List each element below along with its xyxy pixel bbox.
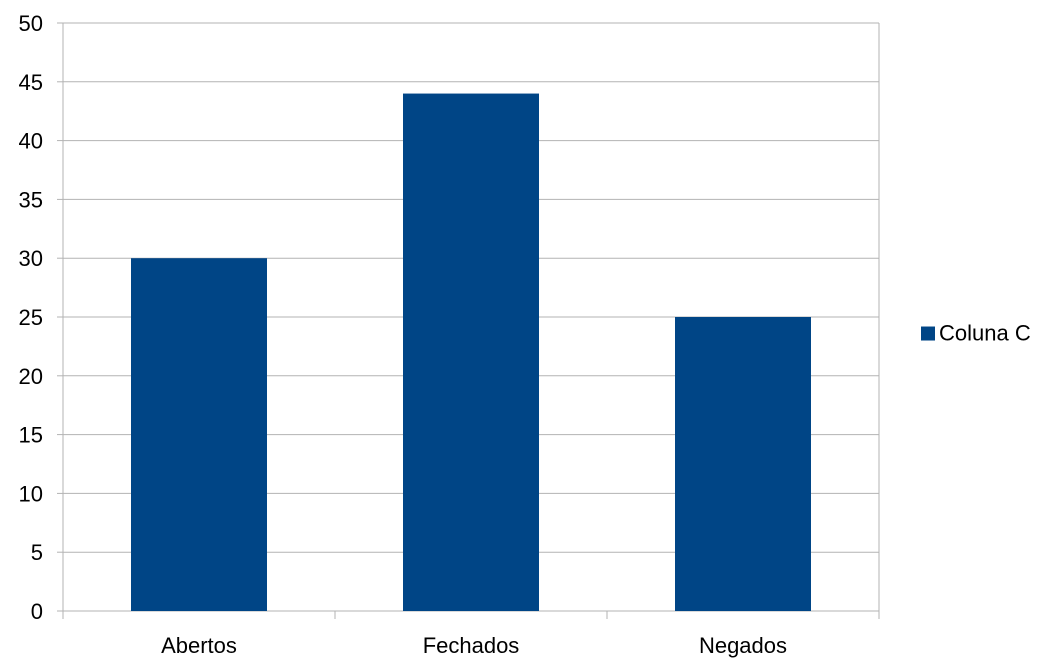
legend: Coluna C	[921, 321, 1031, 346]
y-tick-labels: 0 5 10 15 20 25 30 35 40 45 50	[19, 11, 43, 624]
x-tick-labels: Abertos Fechados Negados	[161, 633, 787, 658]
axes	[57, 22, 880, 619]
y-tick-label: 5	[31, 540, 43, 565]
x-tick-label: Negados	[699, 633, 787, 658]
y-tick-label: 45	[19, 70, 43, 95]
legend-swatch	[921, 326, 935, 341]
y-tick-label: 50	[19, 11, 43, 36]
y-tick-label: 25	[19, 305, 43, 330]
x-tick-label: Abertos	[161, 633, 237, 658]
bar-fechados	[403, 93, 539, 611]
legend-label: Coluna C	[939, 321, 1031, 346]
x-tick-label: Fechados	[423, 633, 520, 658]
y-tick-label: 40	[19, 129, 43, 154]
y-tick-label: 20	[19, 364, 43, 389]
y-tick-label: 30	[19, 246, 43, 271]
bar-abertos	[131, 258, 267, 611]
y-tick-label: 0	[31, 599, 43, 624]
y-tick-label: 10	[19, 481, 43, 506]
bars	[131, 93, 811, 611]
bar-negados	[675, 317, 811, 611]
y-tick-label: 35	[19, 187, 43, 212]
y-tick-label: 15	[19, 423, 43, 448]
